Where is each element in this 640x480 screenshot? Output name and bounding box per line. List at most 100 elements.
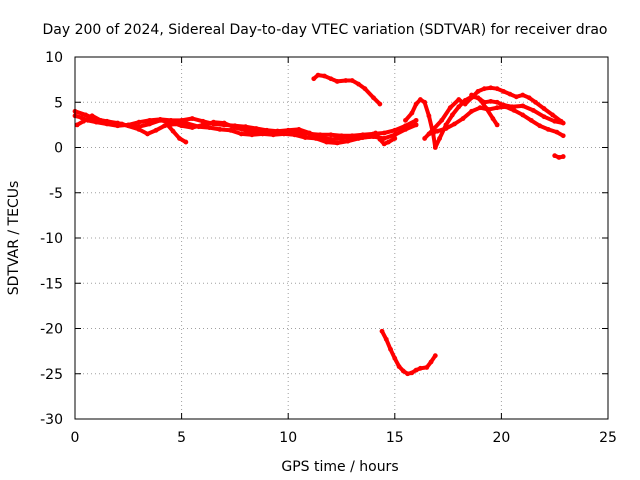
data-point (366, 134, 372, 140)
data-point (74, 122, 80, 128)
y-tick-label: -5 (49, 186, 63, 202)
data-point (270, 132, 276, 138)
data-point (530, 107, 536, 113)
data-point (81, 118, 86, 124)
data-point (417, 97, 423, 102)
data-point (221, 120, 227, 126)
data-point (145, 131, 150, 137)
data-point (243, 127, 248, 133)
data-point (460, 116, 466, 121)
data-point (550, 112, 555, 118)
y-tick-label: -15 (40, 276, 63, 292)
data-point (494, 99, 500, 105)
grid-lines (75, 57, 608, 419)
data-point (403, 117, 408, 123)
data-point (426, 113, 432, 119)
data-point (388, 346, 393, 352)
data-point (322, 73, 327, 79)
data-point (413, 122, 419, 128)
data-point (545, 126, 551, 132)
data-point (153, 127, 159, 133)
data-point (238, 131, 244, 137)
x-axis-label: GPS time / hours (281, 459, 398, 475)
data-point (377, 101, 383, 107)
data-point (324, 139, 329, 145)
data-point (381, 141, 387, 147)
data-point (409, 370, 415, 376)
data-point (449, 112, 455, 118)
data-point (490, 116, 496, 121)
data-point (328, 76, 334, 82)
data-point (383, 336, 389, 342)
y-tick-label: -25 (40, 367, 63, 383)
data-point (392, 355, 398, 361)
data-point (381, 130, 387, 136)
data-point (456, 97, 462, 102)
x-tick-label: 5 (177, 430, 186, 446)
data-point (147, 121, 153, 127)
data-point (552, 118, 558, 124)
data-point (313, 136, 319, 141)
data-point (456, 104, 462, 110)
y-tick-label: -30 (40, 412, 63, 428)
data-point (560, 154, 566, 159)
data-point (78, 115, 84, 121)
data-point (424, 365, 430, 370)
data-point (494, 105, 500, 111)
data-point (558, 118, 564, 124)
data-point (292, 132, 297, 138)
data-point (477, 105, 483, 111)
data-point (196, 124, 202, 130)
data-point (334, 140, 340, 146)
data-point (381, 136, 387, 141)
data-point (432, 353, 438, 359)
data-point (206, 125, 212, 130)
data-point (177, 136, 182, 141)
data-point (232, 125, 238, 130)
data-point (541, 114, 547, 120)
data-point (426, 131, 432, 137)
data-point (437, 136, 442, 141)
data-point (475, 88, 481, 94)
data-point (343, 78, 349, 83)
data-point (520, 112, 526, 118)
data-point (371, 134, 376, 140)
data-point (462, 101, 468, 107)
y-axis-label: SDTVAR / TECUs (6, 181, 22, 296)
data-point (172, 121, 178, 127)
data-point (249, 132, 255, 138)
data-point (243, 124, 248, 130)
data-point (373, 130, 379, 136)
data-point (452, 121, 457, 127)
data-point (356, 81, 361, 87)
data-point (164, 121, 170, 127)
data-point (311, 76, 317, 82)
data-point (443, 126, 449, 131)
data-point (554, 129, 560, 135)
data-point (400, 368, 406, 374)
data-point (503, 104, 509, 110)
data-point (379, 328, 385, 334)
data-point (339, 136, 344, 141)
axes: 0 5 10 15 20 25 -30 -25 -20 -15 -10 -5 0 5 10 (40, 50, 617, 446)
data-point (334, 79, 340, 84)
data-series (72, 72, 566, 377)
data-point (488, 98, 494, 104)
data-point (556, 155, 562, 160)
data-point (392, 127, 398, 133)
data-point (552, 153, 558, 159)
data-point (439, 117, 445, 123)
data-point (520, 103, 526, 109)
data-point (447, 105, 453, 111)
data-point (89, 113, 95, 119)
data-point (189, 116, 195, 121)
data-point (484, 106, 489, 111)
x-tick-label: 10 (279, 430, 297, 446)
data-point (392, 136, 398, 141)
data-point (157, 117, 163, 123)
data-point (520, 92, 526, 98)
data-point (533, 99, 538, 105)
data-point (409, 110, 415, 116)
x-tick-label: 25 (599, 430, 617, 446)
